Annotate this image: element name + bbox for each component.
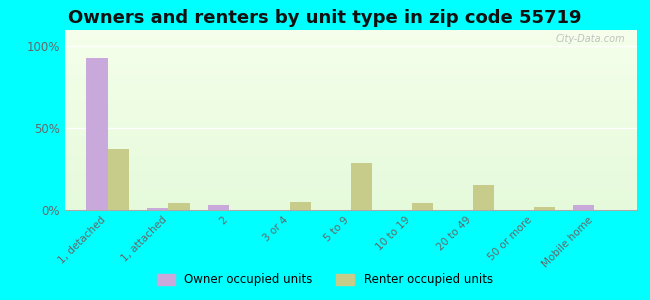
Bar [168,203,190,210]
Text: Owners and renters by unit type in zip code 55719: Owners and renters by unit type in zip c… [68,9,582,27]
Bar [86,58,108,210]
Bar [412,203,433,210]
Bar [351,163,372,210]
Bar [147,208,168,210]
Bar [534,207,555,210]
Bar [290,202,311,210]
Legend: Owner occupied units, Renter occupied units: Owner occupied units, Renter occupied un… [153,269,497,291]
Bar [573,205,594,210]
Bar [473,185,494,210]
Bar [108,149,129,210]
Text: City-Data.com: City-Data.com [556,34,625,44]
Bar [208,205,229,210]
